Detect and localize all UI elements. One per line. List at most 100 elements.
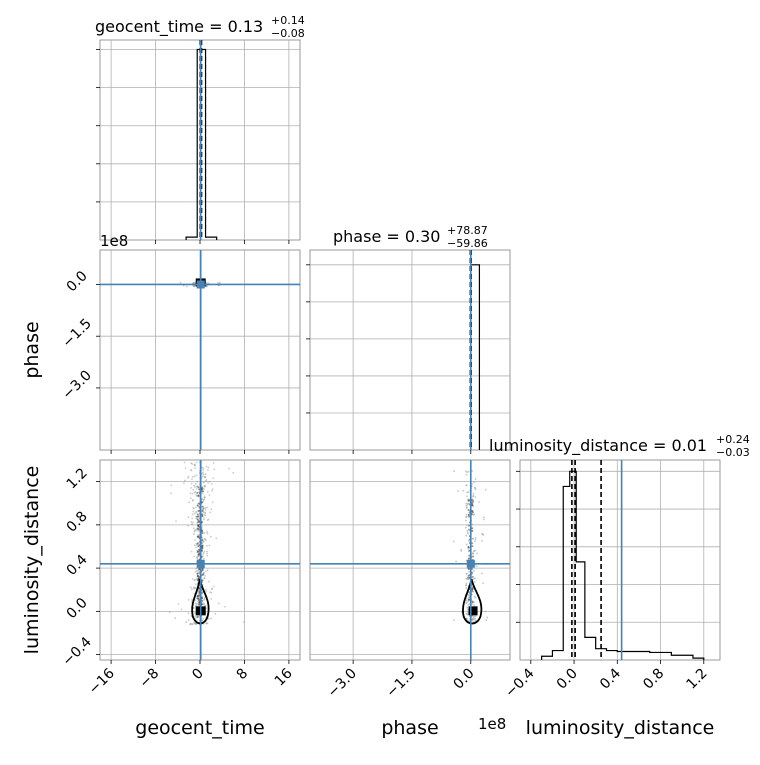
scatter-point — [206, 532, 209, 535]
scatter-point — [474, 595, 476, 598]
scatter-point — [193, 512, 196, 515]
scatter-point — [472, 494, 475, 497]
scatter-point — [187, 619, 190, 621]
scatter-point — [207, 617, 210, 620]
scatter-point-dense — [471, 575, 474, 578]
x-tick-label: 1.2 — [684, 666, 711, 693]
scatter-point — [471, 537, 474, 540]
scatter-point — [194, 467, 196, 470]
scatter-point — [191, 513, 194, 516]
density-core — [468, 606, 478, 616]
scatter-point-dense — [198, 525, 201, 528]
scatter-point — [174, 617, 177, 620]
scatter-point-dense — [468, 554, 471, 557]
scatter-point — [206, 552, 208, 555]
scatter-point — [191, 623, 194, 625]
scatter-point — [196, 529, 198, 532]
scatter-point — [205, 465, 208, 468]
scatter-point — [465, 519, 467, 522]
scatter-point — [204, 512, 207, 514]
scatter-point — [460, 549, 463, 552]
scatter-point-dense — [471, 529, 474, 532]
ld-vs-phase-group — [310, 460, 510, 660]
scatter-point — [204, 506, 207, 509]
scatter-point — [193, 622, 196, 625]
scatter-point — [195, 603, 198, 606]
scatter-point — [481, 572, 483, 575]
scatter-point — [485, 619, 488, 622]
scatter-point — [197, 569, 200, 572]
y-tick-label: 0.0 — [64, 268, 91, 295]
x-tick-label: −8 — [136, 666, 162, 692]
scatter-point — [191, 499, 194, 502]
scatter-point — [205, 622, 208, 625]
scatter-point — [190, 588, 193, 591]
scatter-point — [191, 478, 193, 480]
scatter-point — [465, 577, 468, 580]
scatter-point — [180, 608, 183, 611]
scatter-point-dense — [201, 515, 204, 518]
title-luminosity-distance-name: luminosity_distance — [489, 436, 648, 456]
scatter-point — [472, 514, 475, 516]
scatter-point-dense — [198, 548, 201, 551]
scatter-point — [186, 285, 188, 288]
scatter-point — [207, 481, 209, 484]
scatter-point — [206, 468, 209, 471]
scatter-point — [204, 588, 207, 591]
scatter-point — [179, 281, 182, 284]
scatter-point — [471, 619, 474, 621]
scatter-point-dense — [197, 597, 200, 600]
scatter-point — [194, 506, 197, 509]
scatter-point — [203, 531, 206, 534]
scatter-point-dense — [467, 598, 470, 601]
scatter-point — [452, 540, 455, 543]
title-luminosity-distance-value: 0.01 — [671, 436, 707, 455]
scatter-point — [205, 570, 207, 573]
scatter-point — [202, 492, 204, 495]
scatter-point — [205, 607, 208, 610]
scatter-point-dense — [472, 555, 475, 558]
scatter-point-dense — [198, 594, 201, 597]
scatter-point — [192, 506, 195, 509]
scatter-point — [472, 620, 475, 623]
scatter-point — [483, 518, 485, 521]
scatter-point — [478, 501, 481, 503]
scatter-point — [203, 518, 205, 521]
title-phase-name: phase — [333, 227, 381, 246]
xlabel-phase: phase — [381, 717, 438, 739]
scatter-point — [473, 618, 475, 621]
scatter-point — [468, 602, 471, 605]
scatter-point — [170, 492, 172, 495]
scatter-point — [193, 587, 196, 590]
scatter-point — [481, 539, 484, 542]
x-tick-label: −16 — [86, 665, 118, 697]
scatter-point-dense — [201, 599, 204, 602]
scatter-point — [243, 621, 245, 623]
y-tick-label: 1.2 — [64, 465, 91, 492]
scatter-point — [465, 513, 468, 516]
scatter-point — [466, 524, 468, 527]
scatter-point-dense — [468, 557, 471, 560]
scatter-point — [203, 596, 206, 599]
scatter-point — [215, 537, 218, 540]
y-tick-label: 0.8 — [64, 509, 91, 536]
scatter-point — [205, 590, 208, 593]
scatter-point — [193, 463, 196, 466]
scatter-point-dense — [196, 615, 199, 618]
scatter-point-dense — [201, 573, 204, 576]
scatter-point — [228, 467, 230, 470]
luminosity-distance-hist-step — [541, 470, 705, 660]
x-tick-label: 0.4 — [597, 665, 624, 692]
scatter-point — [211, 488, 214, 491]
scatter-point — [467, 547, 470, 550]
scatter-point — [190, 521, 193, 523]
scatter-point — [204, 473, 207, 476]
scatter-point — [462, 489, 465, 492]
scatter-point-dense — [201, 539, 204, 542]
scatter-point — [195, 556, 198, 559]
scatter-point — [191, 475, 194, 478]
scatter-point — [472, 569, 475, 572]
scatter-point — [474, 478, 477, 480]
scatter-point — [202, 467, 205, 470]
scatter-point-dense — [197, 521, 200, 524]
